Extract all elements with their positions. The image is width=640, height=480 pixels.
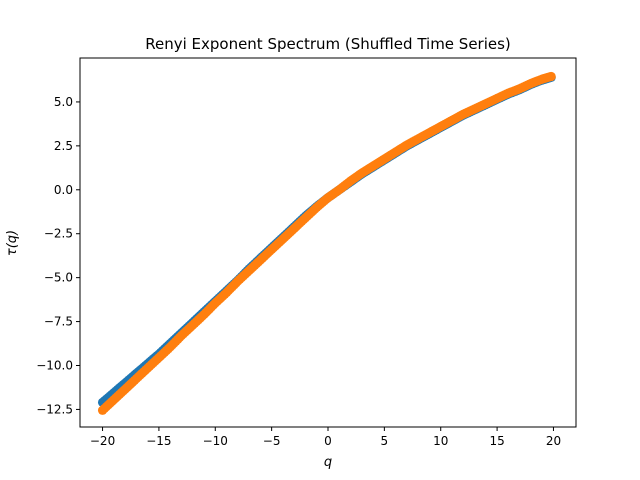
x-tick-label: 10 xyxy=(433,434,448,448)
y-tick-label: −7.5 xyxy=(44,315,73,329)
y-tick-label: −5.0 xyxy=(44,271,73,285)
series-1 xyxy=(97,71,556,415)
x-tick-label: 20 xyxy=(546,434,561,448)
x-tick-label: −20 xyxy=(90,434,115,448)
y-axis-label: τ(q) xyxy=(5,230,20,256)
y-tick-label: 5.0 xyxy=(54,95,73,109)
x-tick-label: 0 xyxy=(324,434,332,448)
y-tick-label: −12.5 xyxy=(36,402,73,416)
x-tick-label: 5 xyxy=(381,434,389,448)
series-0 xyxy=(97,72,556,407)
y-axis: −12.5 −10.0 −7.5 −5.0 −2.5 0.0 2.5 5.0 xyxy=(36,95,80,416)
chart-title: Renyi Exponent Spectrum (Shuffled Time S… xyxy=(145,35,511,53)
x-axis: −20 −15 −10 −5 0 5 10 15 20 xyxy=(90,427,561,448)
x-tick-label: −5 xyxy=(263,434,281,448)
x-axis-label: q xyxy=(324,455,332,470)
y-tick-label: −10.0 xyxy=(36,359,73,373)
x-tick-label: −15 xyxy=(146,434,171,448)
y-tick-label: 2.5 xyxy=(54,139,73,153)
x-tick-label: −10 xyxy=(203,434,228,448)
data-point xyxy=(546,71,556,82)
x-tick-label: 15 xyxy=(489,434,504,448)
y-tick-label: 0.0 xyxy=(54,183,73,197)
y-tick-label: −2.5 xyxy=(44,227,73,241)
series-layer xyxy=(97,71,556,415)
plot-frame xyxy=(79,57,577,428)
